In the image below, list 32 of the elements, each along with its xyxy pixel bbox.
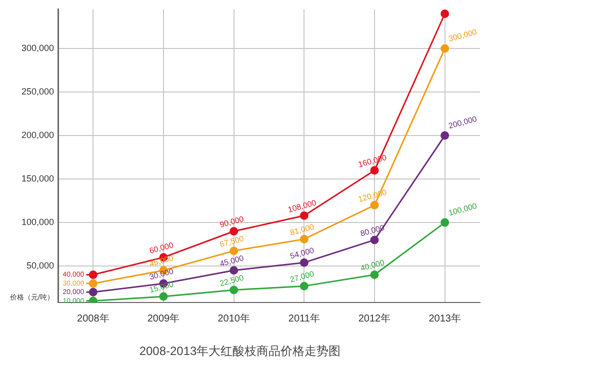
- data-label: 80,000: [359, 223, 386, 238]
- data-label: 90,000: [218, 214, 246, 230]
- text: 2008-2013年大红酸枝商品价格走势图: [139, 344, 341, 358]
- data-label: 81,000: [289, 222, 316, 238]
- data-label: 67,500: [218, 234, 246, 250]
- y-tick-label: 250,000: [21, 86, 54, 97]
- data-label: 30,000: [148, 266, 175, 282]
- data-label: 100,000: [448, 201, 478, 218]
- x-tick-label: 2013年: [428, 312, 461, 324]
- data-label: 120,000: [357, 188, 388, 204]
- data-label: 15,000: [148, 280, 175, 295]
- data-label: 54,000: [289, 246, 316, 261]
- data-label: 108,000: [286, 198, 318, 214]
- data-label: 200,000: [448, 114, 478, 131]
- data-label: 22,500: [218, 273, 246, 288]
- data-label: 40,000: [359, 258, 386, 273]
- data-label: 45,000: [218, 253, 246, 269]
- x-tick-label: 2008年: [77, 312, 110, 324]
- x-tick-label: 2012年: [358, 312, 391, 324]
- y-tick-label: 300,000: [21, 43, 54, 54]
- data-label: 45,000: [148, 253, 175, 269]
- x-tick-label: 2010年: [218, 312, 250, 324]
- data-label: 160,000: [357, 152, 388, 170]
- y-tick-label: 100,000: [21, 217, 54, 228]
- x-tick-label: 2009年: [147, 312, 180, 324]
- x-tick-label: 2011年: [288, 312, 320, 324]
- y-tick-label: 150,000: [21, 174, 54, 184]
- data-label: 27,000: [289, 269, 316, 284]
- y-tick-label: 50,000: [26, 260, 54, 271]
- data-label: 300,000: [448, 27, 478, 44]
- y-tick-label: 200,000: [21, 130, 54, 140]
- data-label: 60,000: [148, 240, 175, 256]
